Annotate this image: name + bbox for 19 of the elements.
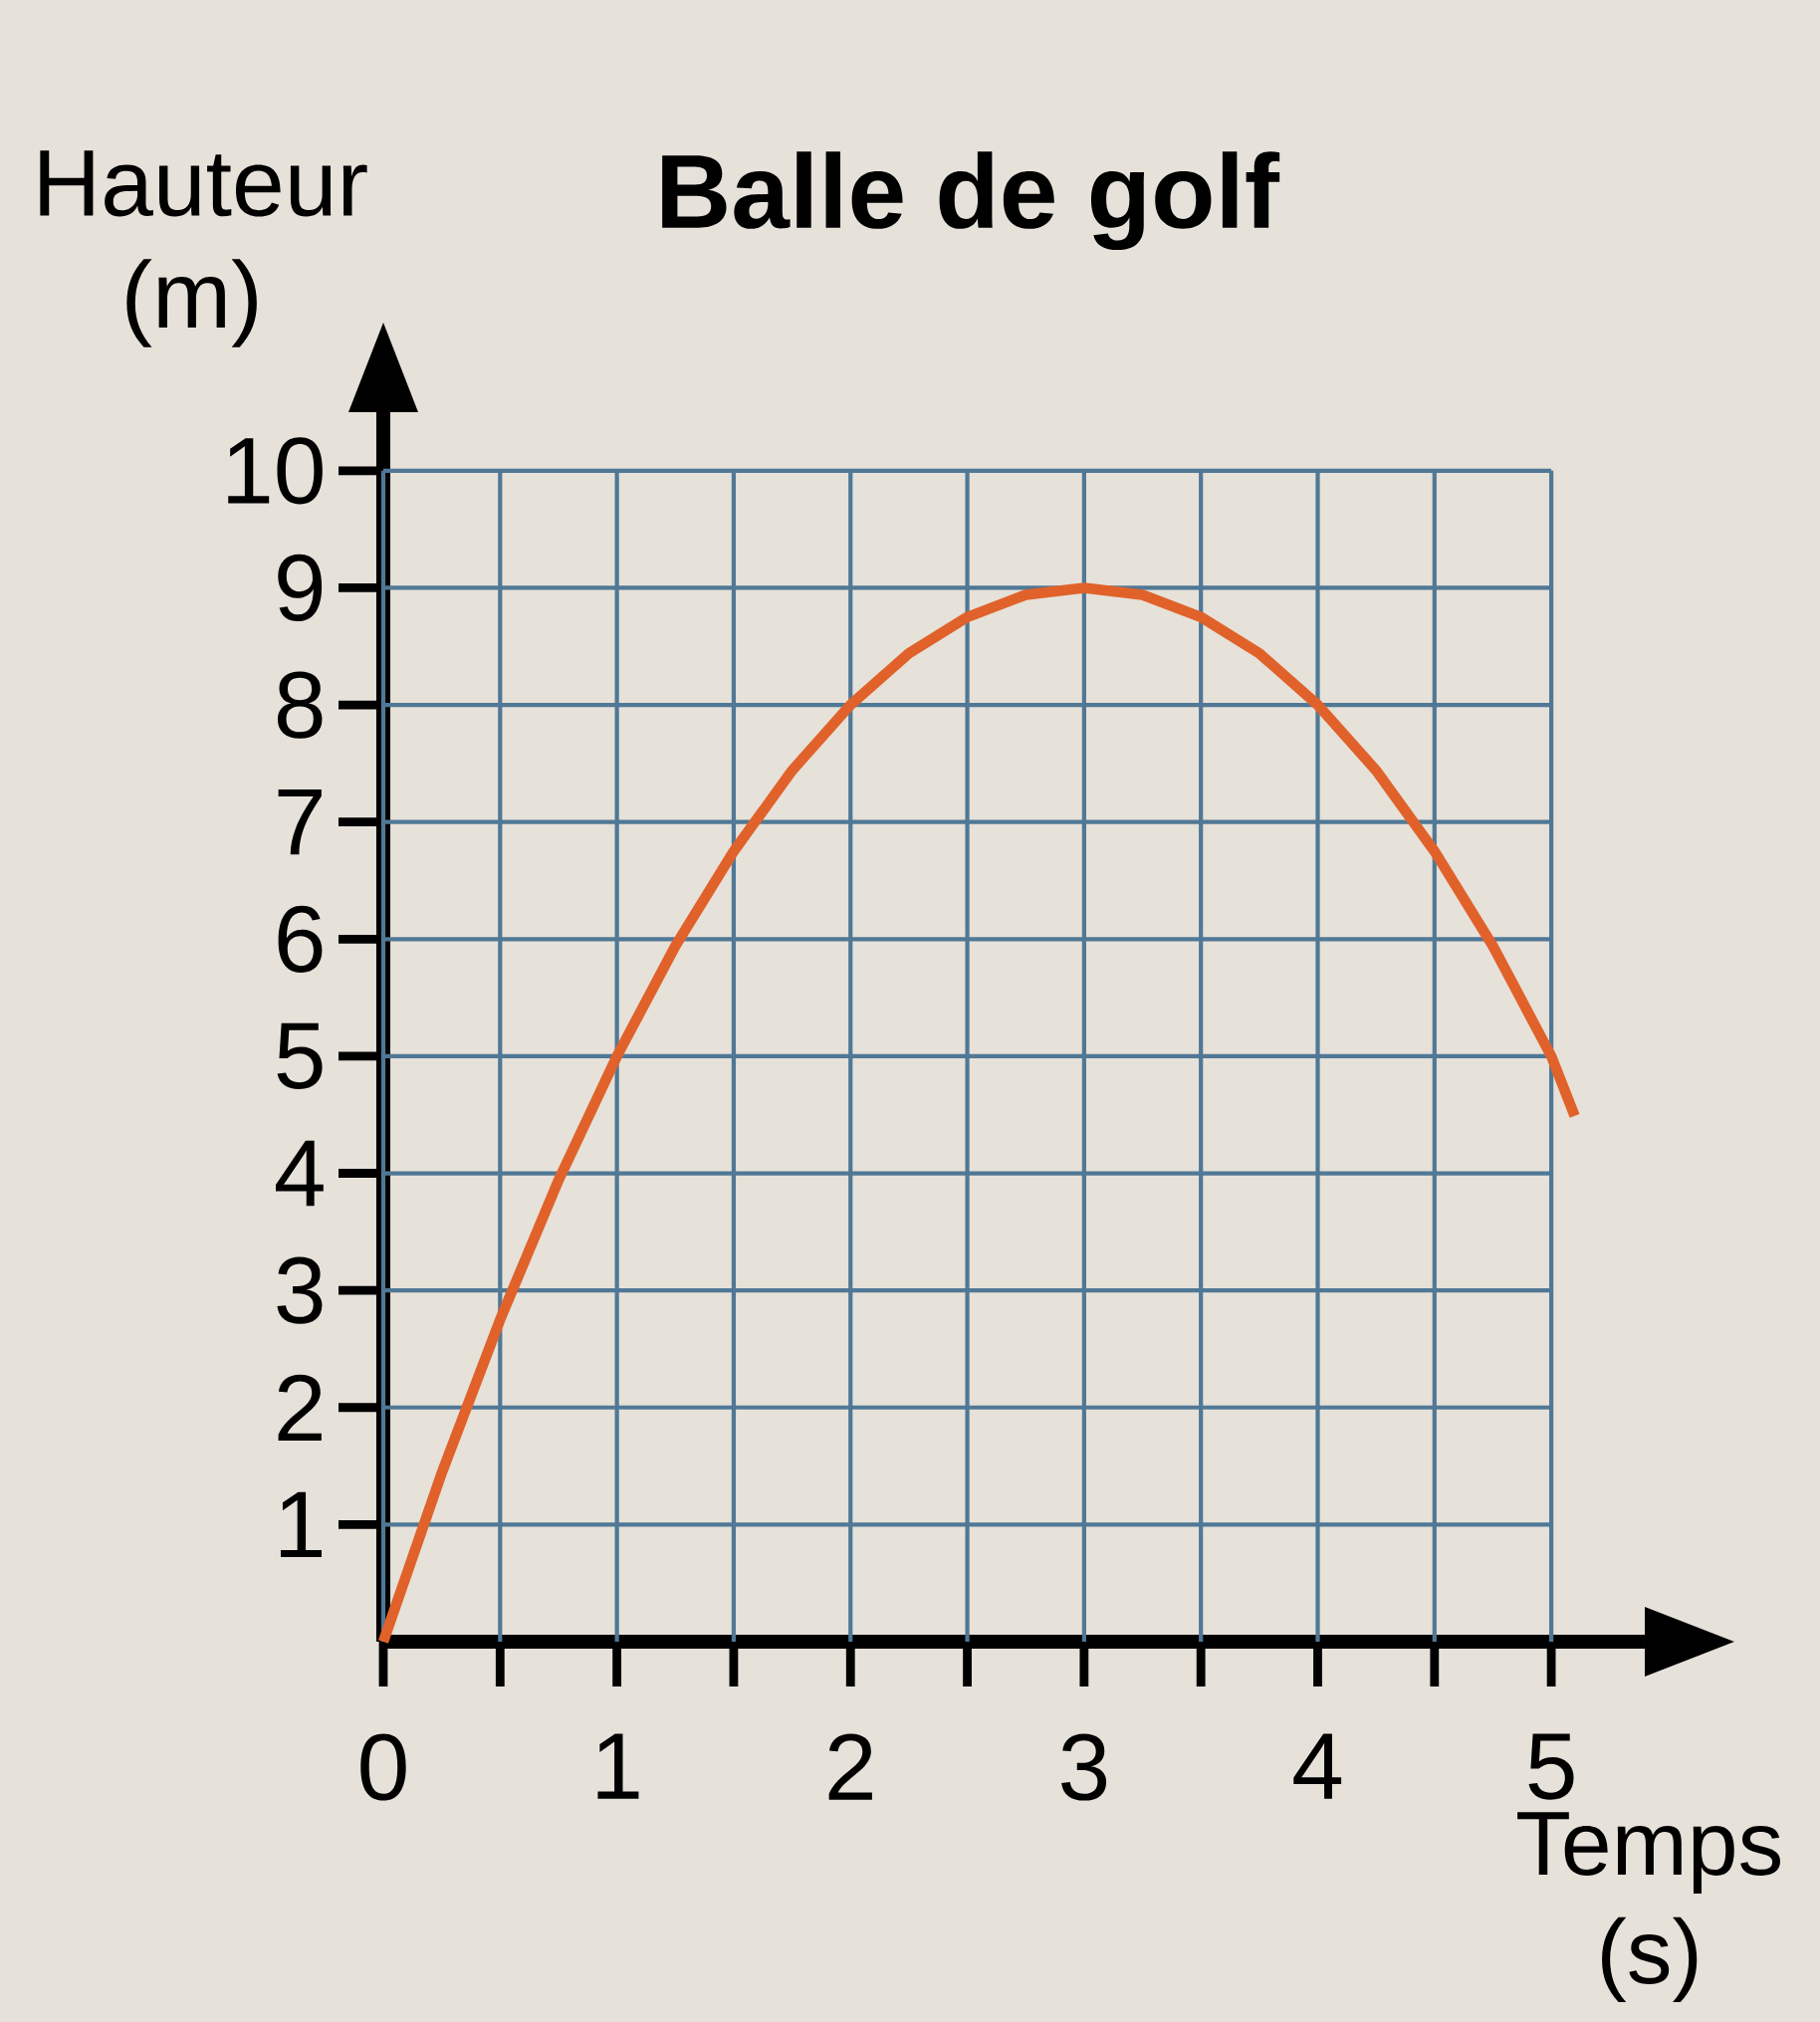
x-tick-label: 3 [1061,1733,1107,1801]
y-tick-label: 8 [277,671,323,739]
y-axis-title: Hauteur (m) [40,150,367,347]
y-tick-label: 6 [278,905,323,973]
y-tick-label: 2 [278,1374,322,1441]
y-tick-label: 1 [281,1491,322,1558]
x-tick-label: 1 [597,1733,639,1799]
y-tick-label: 9 [278,554,323,622]
x-axis-title: Temps (s) [1517,1812,1781,2002]
y-tick-label: 5 [277,1022,323,1090]
x-tick-label: 0 [360,1733,406,1801]
y-tick-label: 10 [228,437,323,505]
x-tick-label: 5 [1528,1733,1574,1800]
y-tick-label: 7 [278,788,322,855]
y-tick-label: 3 [277,1256,323,1324]
chart-title: Balle de golf [662,151,1280,251]
x-tick-label: 4 [1293,1733,1342,1799]
x-tick-label: 2 [828,1733,872,1800]
y-tick-label: 4 [276,1140,324,1207]
